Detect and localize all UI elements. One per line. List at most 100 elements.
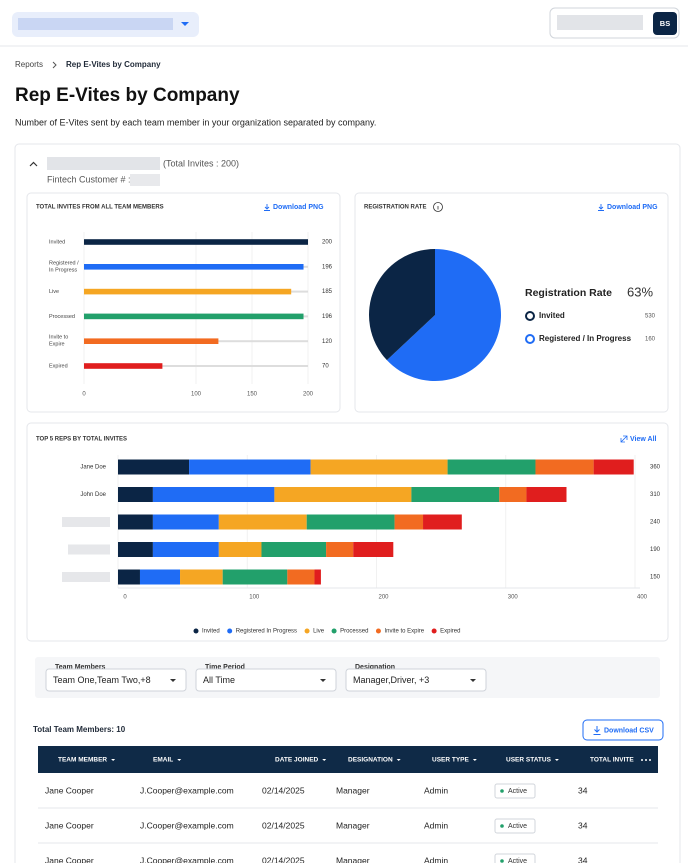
column-header[interactable]: DATE JOINED: [275, 757, 319, 764]
x-tick-label: 400: [637, 595, 648, 601]
sort-arrow: [554, 759, 559, 761]
bar-segment: [152, 487, 275, 502]
x-tick-label: 0: [82, 392, 86, 398]
view-all[interactable]: View All: [630, 436, 657, 443]
bar-segment: [118, 542, 153, 557]
bar-segment: [222, 569, 288, 585]
category-label: Live: [49, 289, 59, 295]
bar: [84, 239, 308, 245]
filter-value: Manager,Driver, +3: [353, 675, 429, 685]
bar-segment: [118, 569, 140, 585]
download-csv-label[interactable]: Download CSV: [604, 727, 654, 734]
avatar-initials: BS: [660, 19, 670, 28]
bar-segment: [118, 459, 190, 475]
legend-label: Registered In Progress: [236, 629, 297, 635]
table-cell: 34: [578, 820, 588, 830]
pie-slice: [386, 249, 502, 381]
column-header[interactable]: USER STATUS: [506, 757, 552, 764]
breadcrumb-link[interactable]: Reports: [15, 60, 43, 69]
legend-marker: [525, 311, 535, 321]
info-icon: [433, 202, 443, 212]
bar-segment: [118, 514, 153, 530]
rep-name-blurred: [68, 544, 110, 555]
sort-arrow: [322, 759, 327, 761]
total-label: 190: [650, 547, 661, 553]
filter-dropdown[interactable]: [195, 668, 337, 692]
category-label: Processed: [49, 314, 75, 320]
filter-label: Time Period: [205, 664, 245, 671]
bar: [84, 363, 163, 369]
bar-segment: [180, 569, 223, 585]
filter-dropdown[interactable]: [45, 668, 187, 692]
legend-label: Invited: [202, 629, 220, 635]
bar-segment: [152, 514, 219, 530]
legend-marker: [227, 628, 233, 634]
table-cell: 02/14/2025: [262, 855, 305, 863]
filter-dropdown[interactable]: [345, 668, 487, 692]
org-selector-arrow: [181, 22, 189, 26]
collapse-chevron[interactable]: [29, 161, 38, 167]
bar-segment: [152, 542, 219, 557]
status-dot: [500, 824, 504, 828]
bar-segment: [218, 542, 262, 557]
chart-title: TOP 5 REPS BY TOTAL INVITES: [36, 437, 127, 443]
bar-segment: [535, 459, 594, 475]
column-header[interactable]: EMAIL: [153, 757, 173, 764]
column-header[interactable]: USER TYPE: [432, 757, 470, 764]
download-csv-button[interactable]: [582, 719, 664, 741]
bar: [84, 288, 292, 295]
table-cell: J.Cooper@example.com: [140, 785, 234, 795]
column-header[interactable]: TOTAL INVITE: [590, 757, 634, 764]
table-cell: 02/14/2025: [262, 820, 305, 830]
bar-segment: [189, 459, 311, 475]
total-label: 310: [650, 492, 661, 498]
table-cell: Jane Cooper: [45, 855, 94, 863]
table-cell: 34: [578, 855, 588, 863]
column-menu-dot: [645, 759, 647, 761]
bar-segment: [593, 459, 634, 475]
filter-arrow: [320, 679, 326, 682]
table-cell: Manager: [336, 785, 370, 795]
filter-arrow: [170, 679, 176, 682]
x-tick-label: 100: [191, 392, 202, 398]
bar-segment: [274, 487, 412, 502]
download-png[interactable]: Download PNG: [273, 204, 324, 211]
total-label: 240: [650, 520, 661, 526]
x-tick-label: 300: [508, 595, 519, 601]
bar-segment: [499, 487, 527, 502]
bar-segment: [411, 487, 500, 502]
page-title: Rep E-Vites by Company: [15, 85, 240, 106]
download-icon: [593, 726, 601, 735]
legend-marker: [375, 628, 381, 634]
category-label: John Doe: [80, 492, 106, 498]
category-label: Expired: [49, 363, 68, 369]
bar-segment: [326, 542, 354, 557]
legend-label: Registered / In Progress: [539, 334, 632, 343]
bar-segment: [310, 459, 448, 475]
table-cell: J.Cooper@example.com: [140, 820, 234, 830]
legend-label: Live: [313, 629, 325, 635]
rep-name-blurred: [62, 517, 110, 527]
bar-segment: [526, 487, 567, 502]
table-cell: Manager: [336, 855, 370, 863]
download-icon: [264, 204, 270, 211]
bar-segment: [306, 514, 395, 530]
column-header[interactable]: DESIGNATION: [348, 757, 393, 764]
table-cell: Jane Cooper: [45, 785, 94, 795]
customer-number-blurred: [130, 174, 160, 186]
status-label: Active: [508, 788, 527, 795]
sort-arrow: [396, 759, 401, 761]
status-label: Active: [508, 823, 527, 830]
column-header[interactable]: TEAM MEMBER: [58, 757, 107, 764]
status-badge: [494, 783, 536, 799]
column-menu-dot: [641, 759, 643, 761]
x-tick-label: 200: [378, 595, 389, 601]
value-label: 70: [322, 364, 329, 370]
total-label: 360: [650, 465, 661, 471]
download-png[interactable]: Download PNG: [607, 204, 658, 211]
table-cell: 02/14/2025: [262, 785, 305, 795]
sort-arrow: [111, 759, 116, 761]
download-icon: [598, 204, 604, 211]
legend-count: 160: [645, 337, 656, 343]
